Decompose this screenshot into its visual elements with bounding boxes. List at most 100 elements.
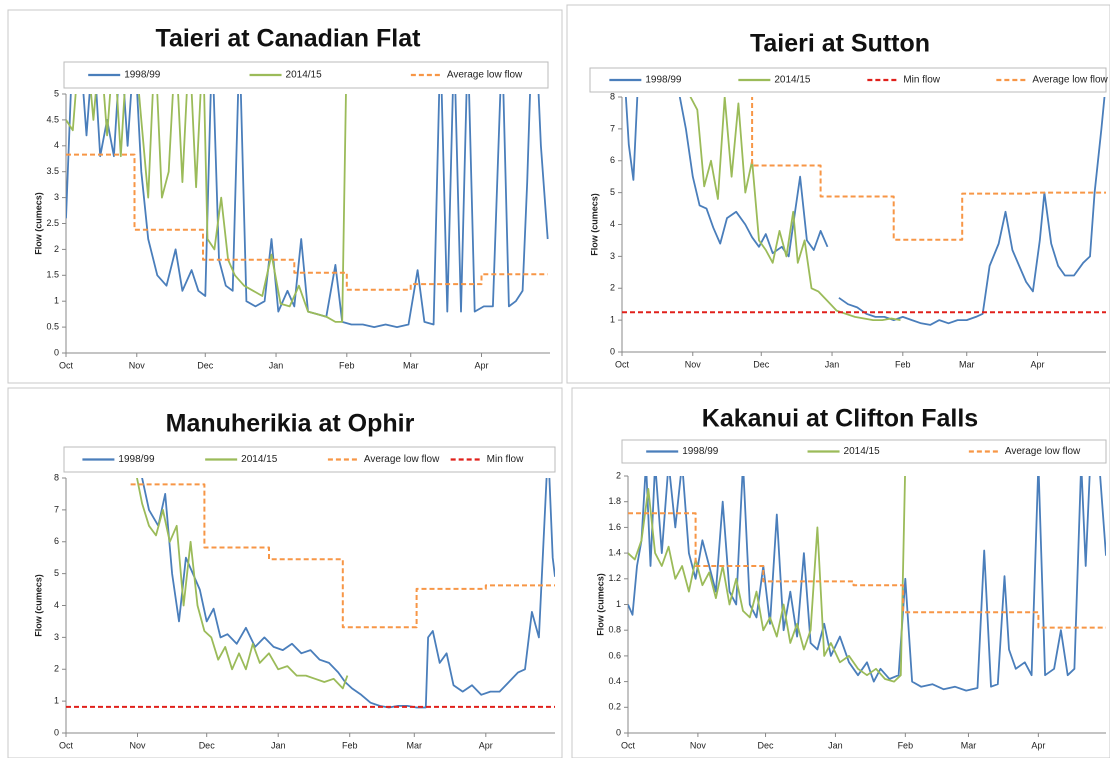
y-tick-label: 8 <box>54 472 59 482</box>
y-tick-label: 0 <box>616 727 621 737</box>
y-tick-label: 2 <box>610 283 615 293</box>
y-tick-label: 1 <box>54 696 59 706</box>
y-tick-label: 3 <box>54 632 59 642</box>
y-tick-label: 1 <box>616 599 621 609</box>
series-line <box>689 97 901 321</box>
x-tick-label: Apr <box>1031 740 1045 750</box>
plot-area <box>66 94 549 328</box>
chart-title: Taieri at Sutton <box>750 30 930 58</box>
x-tick-label: Feb <box>339 360 355 370</box>
chart-panel: 0 0.5 1 1.5 2 2.5 3 3.5 4 4.5 5 Oct Nov Dec Jan Feb Mar A… <box>7 9 563 384</box>
series-line <box>66 153 548 291</box>
x-tick-label: Jan <box>828 740 843 750</box>
plot-area <box>628 476 1106 692</box>
y-tick-label: 1 <box>610 315 615 325</box>
y-tick-label: 5 <box>610 187 615 197</box>
x-tick-label: Mar <box>959 359 975 369</box>
y-tick-label: 0 <box>54 347 59 357</box>
chart-title: Kakanui at Clifton Falls <box>702 405 978 433</box>
y-tick-label: 5 <box>54 568 59 578</box>
y-tick-label: 2 <box>54 244 59 254</box>
panel-background <box>7 387 563 758</box>
y-axis-label: Flow (cumecs) <box>589 193 599 256</box>
series-line <box>751 97 1106 241</box>
y-tick-label: 0.6 <box>608 650 621 660</box>
legend-label: 1998/99 <box>645 75 682 86</box>
x-tick-label: Dec <box>758 740 775 750</box>
x-tick-label: Dec <box>753 359 770 369</box>
y-tick-label: 1 <box>54 296 59 306</box>
legend-label: Min flow <box>487 454 524 465</box>
y-tick-label: 6 <box>610 155 615 165</box>
y-tick-label: 7 <box>54 504 59 514</box>
x-tick-label: Dec <box>197 360 214 370</box>
y-tick-label: 3.5 <box>46 166 59 176</box>
series-line <box>130 483 555 629</box>
legend-label: Average low flow <box>447 70 523 81</box>
x-tick-label: Mar <box>961 740 977 750</box>
x-tick-label: Dec <box>199 740 216 750</box>
x-tick-label: Nov <box>685 359 702 369</box>
series-line <box>66 94 549 328</box>
x-tick-label: Apr <box>475 360 489 370</box>
x-tick-label: Feb <box>342 740 358 750</box>
y-tick-label: 4 <box>610 219 615 229</box>
legend-label: 1998/99 <box>682 446 719 457</box>
chart-title: Manuherikia at Ophir <box>166 410 415 438</box>
x-tick-label: Jan <box>269 360 284 370</box>
chart-title: Taieri at Canadian Flat <box>156 25 422 53</box>
x-tick-label: Jan <box>271 740 286 750</box>
y-tick-label: 6 <box>54 536 59 546</box>
y-tick-label: 0.5 <box>46 321 59 331</box>
legend-label: 2014/15 <box>286 70 323 81</box>
y-tick-label: 3 <box>54 192 59 202</box>
x-tick-label: Nov <box>129 360 146 370</box>
series-line <box>628 476 1106 692</box>
x-tick-label: Oct <box>615 359 630 369</box>
x-tick-label: Jan <box>825 359 840 369</box>
x-tick-label: Mar <box>403 360 419 370</box>
x-tick-label: Oct <box>59 360 74 370</box>
x-tick-label: Mar <box>407 740 423 750</box>
y-tick-label: 4 <box>54 600 59 610</box>
legend-label: Average low flow <box>1032 75 1108 86</box>
y-tick-label: 0.8 <box>608 625 621 635</box>
y-tick-label: 2 <box>54 664 59 674</box>
y-tick-label: 7 <box>610 123 615 133</box>
y-tick-label: 8 <box>610 91 615 101</box>
y-tick-label: 1.4 <box>608 547 621 557</box>
y-tick-label: 0.4 <box>608 676 621 686</box>
y-tick-label: 1.6 <box>608 522 621 532</box>
y-axis-label: Flow (cumecs) <box>33 574 43 637</box>
series-line <box>628 476 906 683</box>
x-tick-label: Nov <box>129 740 146 750</box>
legend-label: Min flow <box>903 75 940 86</box>
y-tick-label: 0.2 <box>608 702 621 712</box>
x-tick-label: Apr <box>479 740 493 750</box>
y-tick-label: 3 <box>610 251 615 261</box>
series-line <box>141 478 555 709</box>
y-tick-label: 1.2 <box>608 573 621 583</box>
y-axis-label: Flow (cumecs) <box>33 192 43 255</box>
plot-area <box>622 97 1106 326</box>
legend-box <box>63 61 549 89</box>
y-tick-label: 1.8 <box>608 496 621 506</box>
chart-panel: 0 1 2 3 4 5 6 7 8 Oct Nov Dec Jan Feb Mar Apr Flow (cume… <box>566 4 1110 384</box>
legend-label: Average low flow <box>1005 446 1081 457</box>
x-tick-label: Oct <box>59 740 74 750</box>
legend-label: 2014/15 <box>774 75 811 86</box>
legend-label: 2014/15 <box>844 446 881 457</box>
y-tick-label: 2 <box>616 470 621 480</box>
x-tick-label: Feb <box>895 359 911 369</box>
legend-label: 1998/99 <box>124 70 161 81</box>
y-tick-label: 4.5 <box>46 114 59 124</box>
y-tick-label: 4 <box>54 140 59 150</box>
y-tick-label: 1.5 <box>46 270 59 280</box>
y-tick-label: 0 <box>610 346 615 356</box>
x-tick-label: Feb <box>898 740 914 750</box>
series-line <box>66 94 347 323</box>
y-tick-label: 2.5 <box>46 218 59 228</box>
y-tick-label: 5 <box>54 88 59 98</box>
legend-label: 2014/15 <box>241 454 278 465</box>
